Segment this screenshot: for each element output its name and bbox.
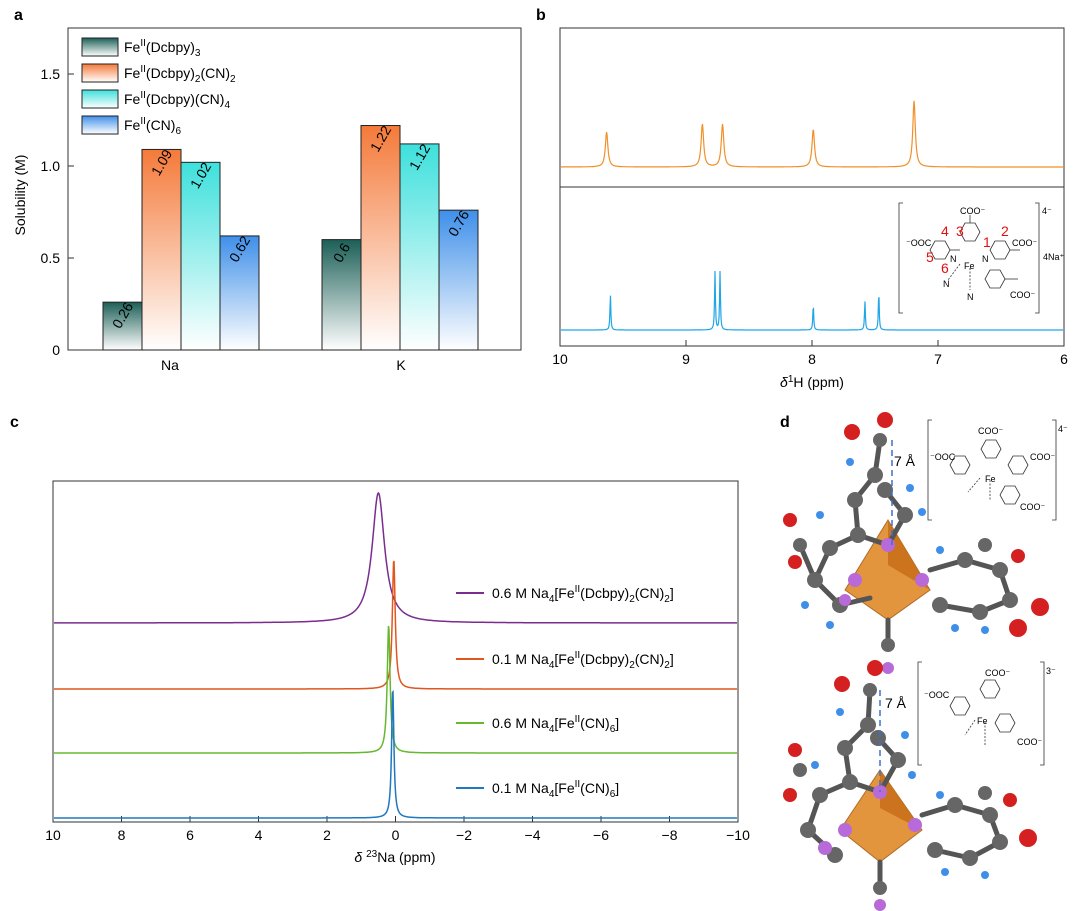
n-atom-label-b1: N	[950, 254, 957, 264]
x-tick-label-c: −8	[662, 827, 678, 843]
cn-label-b2: N	[967, 292, 974, 302]
coo-label-d5: COO⁻	[1017, 737, 1043, 747]
x-tick-label-b: 9	[682, 351, 690, 367]
x-tick-label-b: 6	[1060, 351, 1068, 367]
position-5: 5	[926, 249, 934, 265]
legend-label-0: FeII(Dcbpy)3	[124, 38, 201, 59]
position-1: 1	[983, 234, 991, 250]
legend-swatch-3	[81, 115, 119, 135]
position-2: 2	[1001, 223, 1009, 239]
legend-label-3: FeII(CN)6	[124, 116, 181, 137]
category-label-na: Na	[161, 357, 179, 373]
bar-k-series-0	[321, 239, 362, 351]
structure-inset-d-top	[927, 419, 1057, 521]
y-tick-label-a: 1.5	[41, 66, 61, 82]
x-tick-label-c: 10	[45, 827, 61, 843]
bar-na-series-0	[102, 301, 143, 351]
legend-swatch-1	[81, 63, 119, 83]
spectrum-top	[560, 100, 1063, 168]
na-spectrum-3	[54, 689, 737, 819]
bar-k-series-3	[438, 209, 479, 351]
n-atom-label-b2: N	[982, 254, 989, 264]
y-tick-label-a: 0	[52, 342, 60, 358]
panel-a-bar-chart: Solubility (M) Na K 00.51.01.5 0.260.61.…	[12, 27, 522, 373]
molecule-model-bottom	[783, 660, 1037, 911]
legend-swatch-0	[81, 37, 119, 57]
y-tick-label-a: 1.0	[41, 158, 61, 174]
panel-label-c: c	[10, 414, 19, 431]
coo-label-d1: COO⁻	[978, 426, 1004, 436]
x-tick-label-b: 10	[552, 351, 568, 367]
bar-k-series-1	[360, 125, 401, 351]
panel-label-d: d	[780, 414, 790, 431]
bar-k-series-2	[399, 143, 440, 351]
coo-label-d2: COO⁻	[1030, 452, 1056, 462]
structure-inset-b	[898, 202, 1040, 314]
bar-na-series-1	[141, 148, 182, 351]
ooc-label-d2: ⁻OOC	[924, 690, 950, 700]
fe-atom-label-d2: Fe	[977, 716, 988, 726]
legend-label-1: FeII(Dcbpy)2(CN)2	[124, 64, 236, 85]
na-spectrum-1	[54, 560, 737, 690]
bar-na-series-3	[219, 235, 260, 351]
charge-label-d2: 3⁻	[1046, 666, 1056, 676]
legend-swatch-2	[81, 89, 119, 109]
ooc-label-1: ⁻OOC	[906, 238, 932, 248]
ooc-label-d1: ⁻OOC	[930, 452, 956, 462]
spectrum-bottom	[561, 270, 1063, 331]
panel-d-molecular-models: 7 Å COO⁻ ⁻OOC COO⁻ COO⁻ Fe 4⁻	[783, 412, 1068, 911]
panel-b-1h-nmr: 10 9 8 7 6 δ1H (ppm) COO⁻ ⁻OOC COO⁻ COO⁻ Fe …	[552, 27, 1068, 390]
spectrum-label-c-0: 0.6 M Na4[FeII(Dcbpy)2(CN)2]	[492, 584, 674, 605]
x-tick-label-c: −10	[726, 827, 750, 843]
cn-label-b1: N	[943, 279, 950, 289]
fe-atom-label-b: Fe	[964, 261, 975, 271]
x-tick-label-b: 7	[934, 351, 942, 367]
panel-label-b: b	[536, 7, 546, 24]
coo-label-1: COO⁻	[960, 206, 986, 216]
x-tick-label-c: −6	[593, 827, 609, 843]
coo-label-2: COO⁻	[1012, 238, 1038, 248]
distance-label-bottom: 7 Å	[885, 695, 907, 711]
charge-label-b: 4⁻	[1042, 206, 1052, 216]
spectrum-label-c-1: 0.1 M Na4[FeII(Dcbpy)2(CN)2]	[492, 650, 674, 671]
panel-label-a: a	[14, 7, 23, 24]
panel-c-23na-nmr: 10 8 6 4 2 0 −2 −4 −6 −8 −10 0.6 M Na4[FeII(Dcbpy)…	[45, 480, 750, 865]
coo-label-d4: COO⁻	[985, 668, 1011, 678]
y-tick-label-a: 0.5	[41, 250, 61, 266]
spectrum-label-c-3: 0.1 M Na4[FeII(CN)6]	[492, 779, 619, 800]
x-tick-label-c: 6	[186, 827, 194, 843]
na-spectrum-2	[54, 625, 737, 754]
charge-label-d1: 4⁻	[1058, 424, 1068, 434]
x-tick-label-c: 4	[255, 827, 263, 843]
x-tick-label-c: 0	[392, 827, 400, 843]
legend-label-2: FeII(Dcbpy)(CN)4	[124, 90, 230, 111]
plot-frame-a	[67, 27, 522, 351]
x-tick-label-b: 8	[808, 351, 816, 367]
spectrum-label-c-2: 0.6 M Na4[FeII(CN)6]	[492, 714, 619, 735]
y-axis-label-a: Solubility (M)	[12, 155, 28, 236]
fe-atom-label-d1: Fe	[985, 474, 996, 484]
position-6: 6	[941, 260, 949, 276]
counterion-label: 4Na⁺	[1043, 252, 1065, 262]
x-tick-label-c: 2	[323, 827, 331, 843]
coo-label-d3: COO⁻	[1020, 502, 1046, 512]
bar-na-series-2	[180, 161, 221, 351]
x-axis-label-c: δ 23Na (ppm)	[354, 849, 435, 865]
category-label-k: K	[396, 357, 406, 373]
x-tick-label-c: −4	[525, 827, 541, 843]
x-tick-label-c: 8	[118, 827, 126, 843]
x-tick-label-c: −2	[456, 827, 472, 843]
x-axis-label-b: δ1H (ppm)	[780, 374, 844, 390]
position-4: 4	[941, 223, 949, 239]
distance-label-top: 7 Å	[894, 453, 916, 469]
position-3: 3	[956, 223, 964, 239]
molecule-model-top	[783, 412, 1049, 674]
structure-inset-d-bottom	[917, 661, 1045, 766]
coo-label-3: COO⁻	[1010, 290, 1036, 300]
